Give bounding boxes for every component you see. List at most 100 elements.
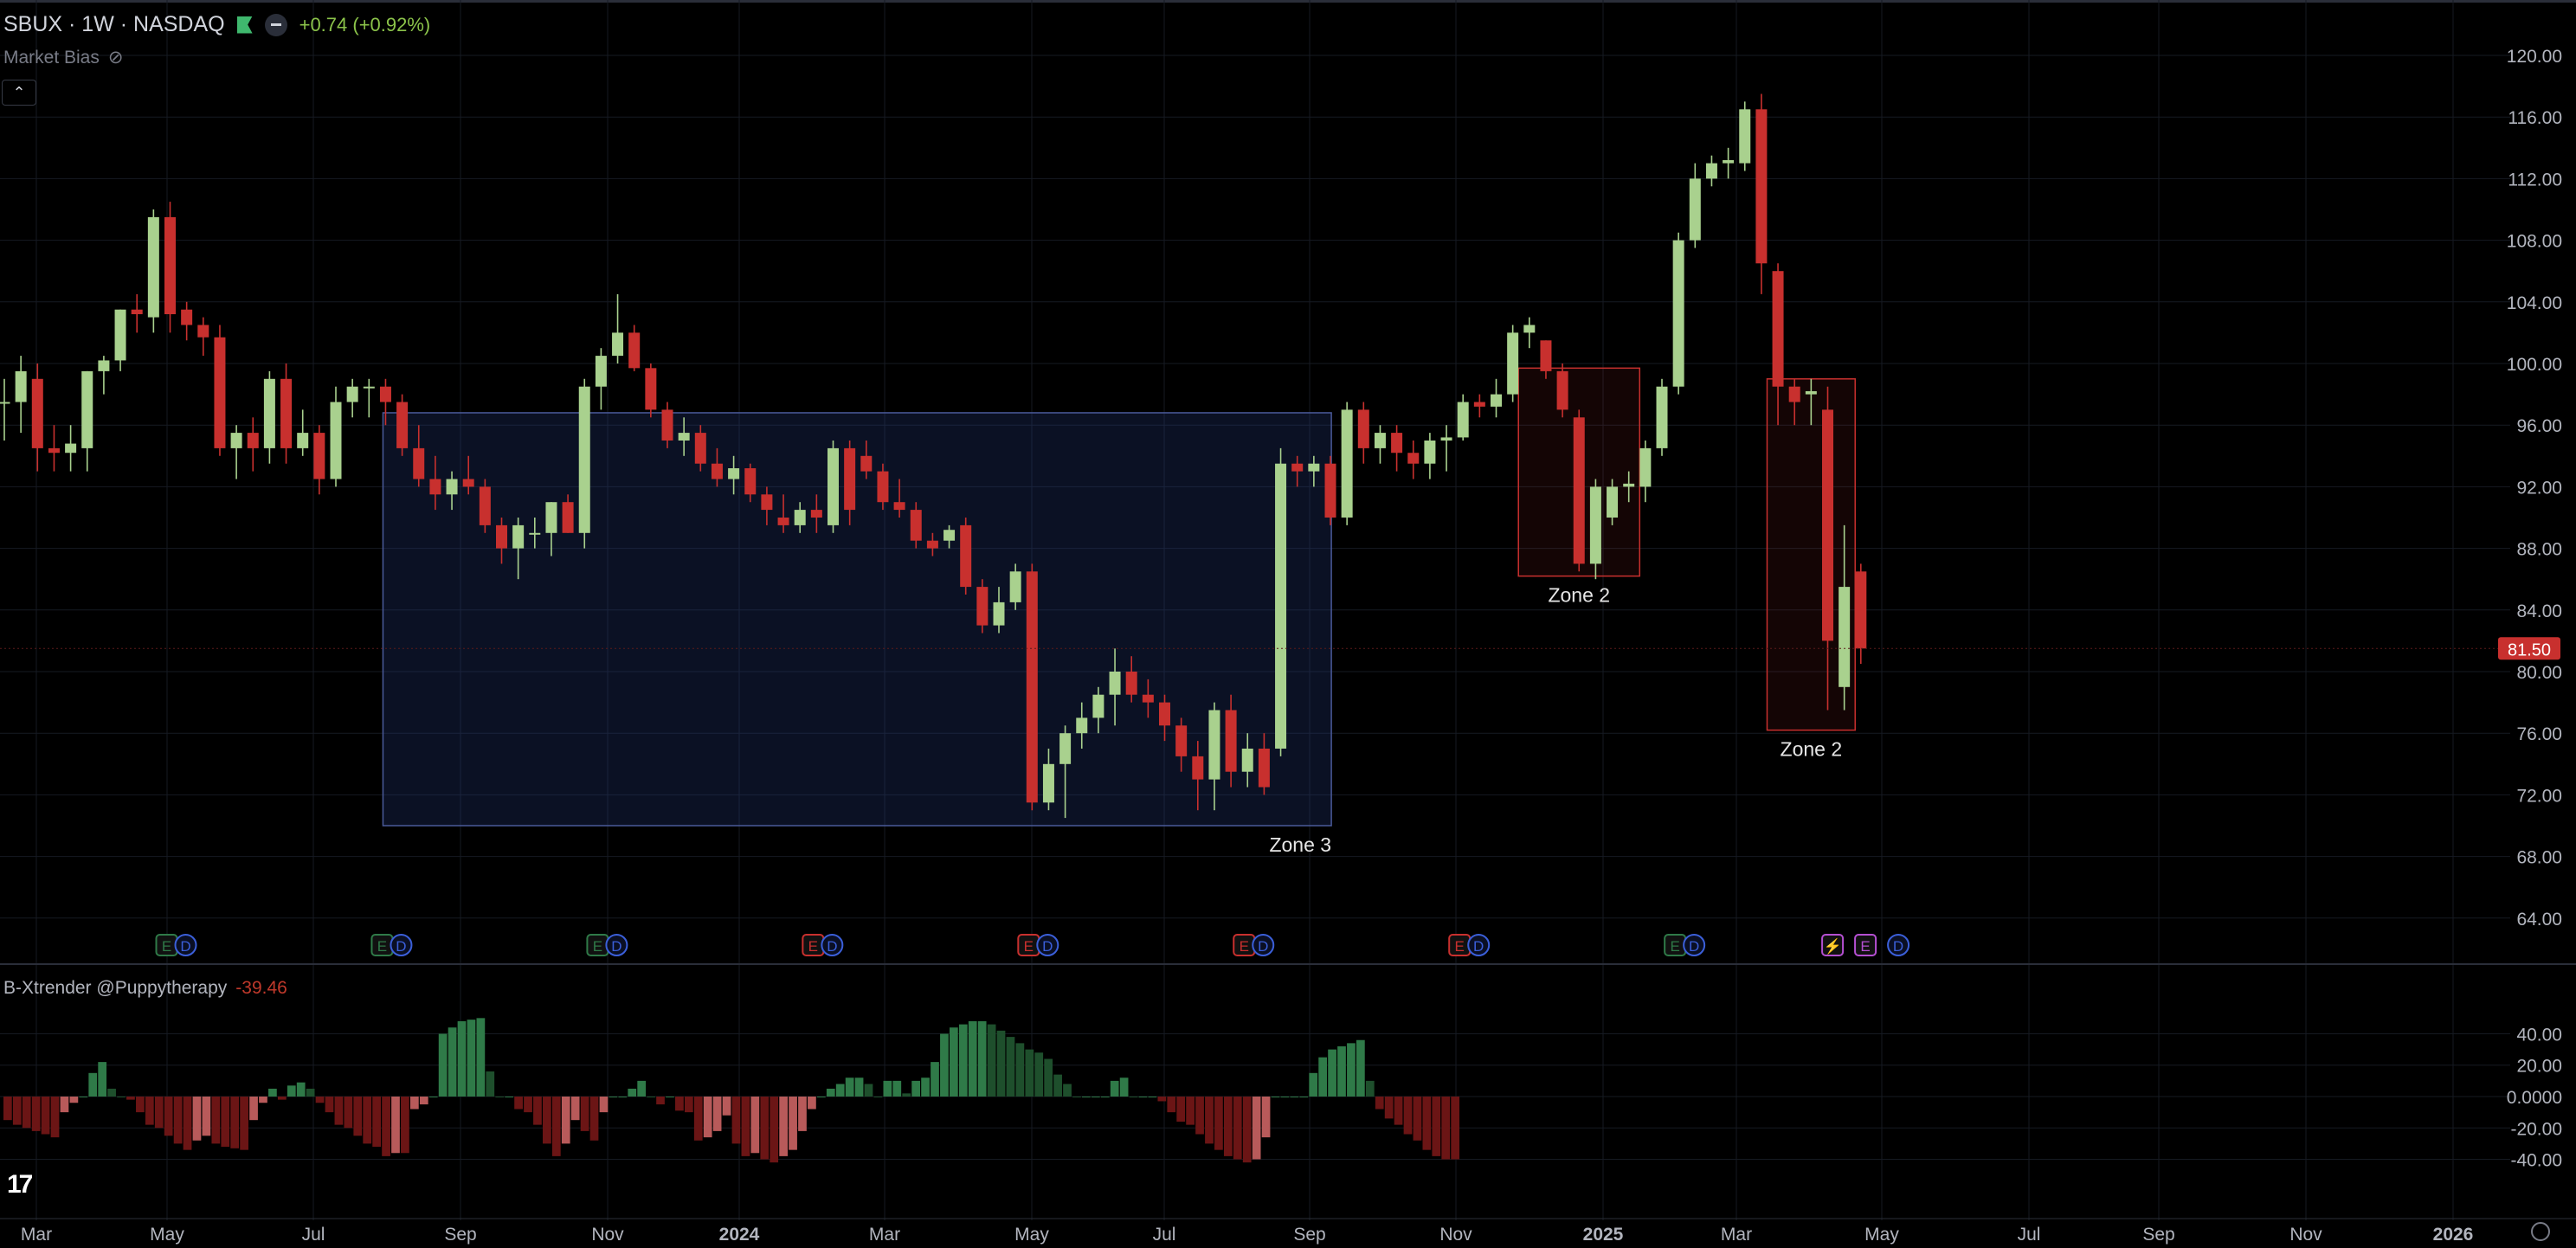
histogram-bar — [864, 1084, 873, 1097]
candle-body — [828, 447, 839, 525]
candle-body — [860, 455, 873, 472]
price-axis-label: 116.00 — [2508, 108, 2562, 128]
candle-body — [363, 386, 375, 389]
histogram-bar — [1167, 1097, 1176, 1113]
candle-body — [728, 468, 740, 479]
collapse-chevron-icon[interactable]: ⌃ — [2, 80, 36, 106]
candle-body — [1623, 483, 1635, 487]
xtrender-name: B-Xtrender @Puppytherapy — [3, 978, 228, 998]
candle-body — [1540, 340, 1552, 371]
histogram-bar — [1252, 1097, 1261, 1160]
symbol-title[interactable]: SBUX · 1W · NASDAQ — [3, 12, 225, 36]
histogram-bar — [1394, 1097, 1403, 1125]
histogram-bar — [31, 1097, 41, 1131]
histogram-bar — [277, 1097, 287, 1100]
histogram-bar — [438, 1033, 448, 1097]
candle-body — [562, 502, 574, 533]
candle-body — [263, 378, 275, 448]
candle-body — [628, 332, 641, 369]
candle-body — [297, 433, 309, 448]
candle-body — [810, 510, 822, 518]
flag-icon[interactable] — [236, 16, 253, 34]
histogram-bar — [826, 1088, 835, 1097]
histogram-bar — [911, 1080, 921, 1097]
histogram-bar — [315, 1097, 325, 1103]
event-marker-text: ⚡ — [1823, 937, 1841, 955]
candle-body — [313, 433, 325, 479]
dividend-marker — [390, 934, 413, 956]
histogram-bar — [409, 1097, 419, 1110]
time-axis-label: Jul — [302, 1225, 325, 1245]
histogram-bar — [637, 1080, 647, 1097]
split-marker — [1821, 934, 1845, 956]
time-axis-label: Sep — [2142, 1225, 2174, 1245]
histogram-bar — [854, 1078, 864, 1097]
candle-body — [645, 368, 657, 410]
candle-body — [1440, 437, 1452, 441]
histogram-bar — [183, 1097, 192, 1150]
histogram-bar — [902, 1093, 911, 1097]
dividend-marker — [1252, 934, 1275, 956]
candle-body — [1175, 725, 1188, 756]
candle-body — [910, 510, 922, 541]
histogram-bar — [240, 1097, 248, 1150]
histogram-bar — [50, 1097, 60, 1138]
eye-hidden-icon[interactable]: ⊘ — [107, 48, 124, 68]
histogram-bar — [353, 1097, 363, 1136]
time-axis-label: May — [1014, 1225, 1049, 1245]
candle-body — [578, 386, 590, 533]
candle-body — [1042, 763, 1054, 803]
dividend-marker — [1683, 934, 1706, 956]
candle-body — [960, 524, 972, 588]
candle-body — [1839, 587, 1851, 687]
histogram-bar — [306, 1088, 315, 1097]
histogram-bar — [1347, 1043, 1356, 1097]
histogram-bar — [1356, 1039, 1365, 1097]
histogram-bar — [1328, 1049, 1336, 1097]
histogram-bar — [589, 1097, 599, 1141]
histogram-bar — [931, 1062, 939, 1097]
candle-body — [1009, 571, 1021, 602]
histogram-bar — [675, 1097, 684, 1111]
histogram-bar — [1309, 1072, 1318, 1097]
candle-body — [1788, 386, 1800, 402]
settings-gear-icon[interactable] — [2531, 1222, 2550, 1241]
candle-body — [1407, 453, 1420, 464]
histogram-bar — [467, 1020, 476, 1097]
price-change: +0.74 (+0.92%) — [299, 13, 431, 35]
candle-body — [694, 433, 706, 464]
histogram-bar — [1318, 1057, 1327, 1097]
histogram-bar — [192, 1097, 202, 1141]
candle-body — [1341, 409, 1353, 518]
candle-body — [1573, 417, 1585, 564]
price-axis-label: 120.00 — [2507, 47, 2562, 67]
histogram-bar — [1186, 1097, 1195, 1125]
osc-axis-label: -20.00 — [2510, 1119, 2562, 1139]
histogram-bar — [60, 1097, 69, 1113]
event-marker-text: D — [827, 938, 837, 955]
candle-body — [1607, 486, 1619, 518]
price-axis-label: 84.00 — [2516, 601, 2562, 621]
histogram-bar — [221, 1097, 230, 1148]
candle-body — [976, 587, 989, 626]
histogram-bar — [628, 1088, 637, 1097]
xtrender-indicator-label[interactable]: B-Xtrender @Puppytherapy -39.46 — [3, 978, 287, 999]
candle-body — [1523, 325, 1536, 333]
histogram-bar — [656, 1097, 665, 1105]
earnings-marker — [1854, 934, 1877, 956]
candle-body — [1125, 672, 1137, 695]
candle-body — [462, 479, 474, 487]
histogram-bar — [543, 1097, 551, 1144]
minus-circle-icon[interactable] — [264, 13, 287, 36]
histogram-bar — [173, 1097, 183, 1144]
histogram-bar — [287, 1085, 296, 1097]
market-bias-indicator[interactable]: Market Bias ⊘ — [3, 47, 123, 68]
event-marker-text: E — [1670, 938, 1679, 955]
price-axis-label: 112.00 — [2508, 170, 2562, 190]
histogram-bar — [693, 1097, 703, 1141]
candle-body — [1556, 370, 1568, 410]
tradingview-logo[interactable]: 17 — [7, 1170, 33, 1199]
dividend-marker — [605, 934, 628, 956]
